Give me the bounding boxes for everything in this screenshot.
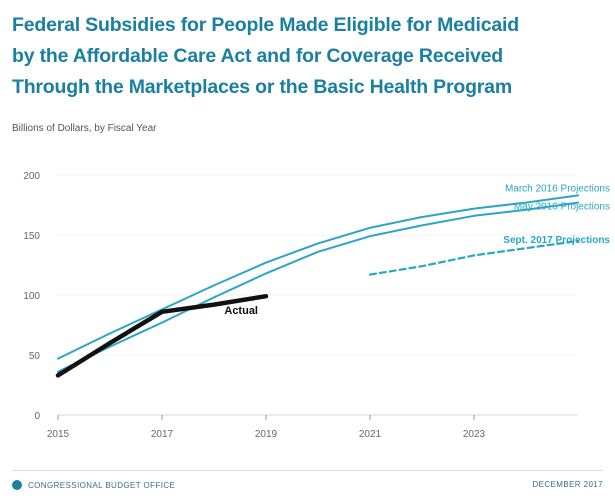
footer-date: DECEMBER 2017 bbox=[532, 480, 603, 489]
series-line-1 bbox=[57, 201, 579, 373]
y-tick-label: 0 bbox=[34, 411, 40, 422]
footer-organization: CONGRESSIONAL BUDGET OFFICE bbox=[12, 480, 175, 490]
x-tick-label: 2021 bbox=[359, 429, 382, 440]
chart-title-line-1: Federal Subsidies for People Made Eligib… bbox=[12, 14, 519, 36]
x-tick-label: 2015 bbox=[47, 429, 70, 440]
chart-title-line-2: by the Affordable Care Act and for Cover… bbox=[12, 45, 503, 67]
x-tick-label: 2023 bbox=[463, 429, 486, 440]
cbo-seal-icon bbox=[12, 480, 22, 490]
y-tick-label: 150 bbox=[23, 231, 40, 242]
y-tick-label: 50 bbox=[29, 351, 41, 362]
series-label-2: Sept. 2017 Projections bbox=[503, 235, 610, 246]
series-line-3 bbox=[55, 293, 269, 378]
chart-title: Federal Subsidies for People Made Eligib… bbox=[12, 10, 602, 103]
footer-organization-label: CONGRESSIONAL BUDGET OFFICE bbox=[28, 480, 176, 490]
chart-title-line-3: Through the Marketplaces or the Basic He… bbox=[12, 76, 512, 98]
footer-divider bbox=[12, 470, 603, 471]
series-label-3: Actual bbox=[224, 305, 258, 317]
series-label-0: March 2016 Projections bbox=[505, 183, 610, 194]
x-tick-label: 2017 bbox=[151, 429, 174, 440]
y-tick-label: 200 bbox=[23, 171, 40, 182]
x-tick-label: 2019 bbox=[255, 429, 278, 440]
y-tick-label: 100 bbox=[23, 291, 40, 302]
series-line-0 bbox=[57, 194, 579, 360]
y-axis-caption: Billions of Dollars, by Fiscal Year bbox=[12, 123, 157, 134]
series-line-2 bbox=[368, 239, 580, 276]
series-label-1: May 2016 Projections bbox=[514, 202, 610, 213]
